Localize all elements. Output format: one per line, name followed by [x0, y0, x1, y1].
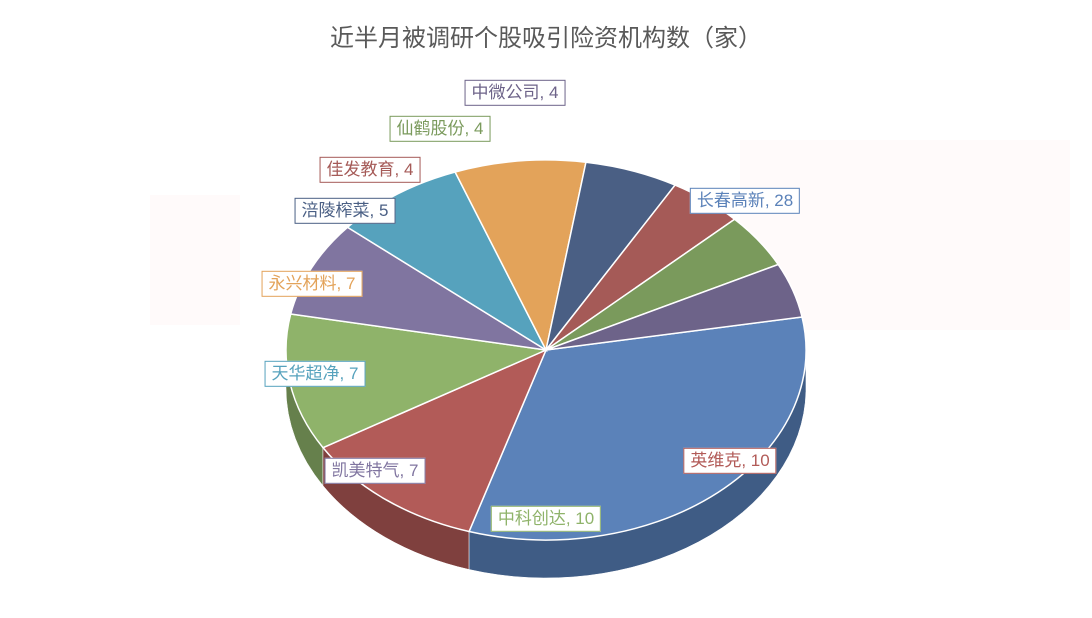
slice-label: 中微公司, 4: [465, 80, 566, 106]
slice-label: 涪陵榨菜, 5: [295, 198, 396, 224]
slice-label-text: 仙鹤股份, 4: [397, 119, 484, 138]
slice-label: 永兴材料, 7: [262, 271, 363, 297]
slice-label: 天华超净, 7: [265, 361, 366, 387]
slice-label: 长春高新, 28: [690, 188, 800, 214]
slice-label-text: 永兴材料, 7: [269, 274, 356, 293]
slice-label: 仙鹤股份, 4: [390, 116, 491, 142]
slice-label-text: 长春高新, 28: [697, 191, 793, 210]
slice-label-text: 中科创达, 10: [498, 509, 594, 528]
chart-title: 近半月被调研个股吸引险资机构数（家）: [0, 18, 1092, 53]
slice-label: 英维克, 10: [683, 448, 776, 474]
slice-label-text: 凯美特气, 7: [332, 461, 419, 480]
slice-label: 佳发教育, 4: [320, 157, 421, 183]
slice-label: 中科创达, 10: [491, 506, 601, 532]
slice-label-text: 涪陵榨菜, 5: [302, 201, 389, 220]
slice-label-text: 天华超净, 7: [272, 364, 359, 383]
pie-chart: [0, 60, 1092, 618]
slice-label: 凯美特气, 7: [325, 458, 426, 484]
slice-label-text: 中微公司, 4: [472, 83, 559, 102]
slice-label-text: 佳发教育, 4: [327, 160, 414, 179]
slice-label-text: 英维克, 10: [690, 451, 769, 470]
